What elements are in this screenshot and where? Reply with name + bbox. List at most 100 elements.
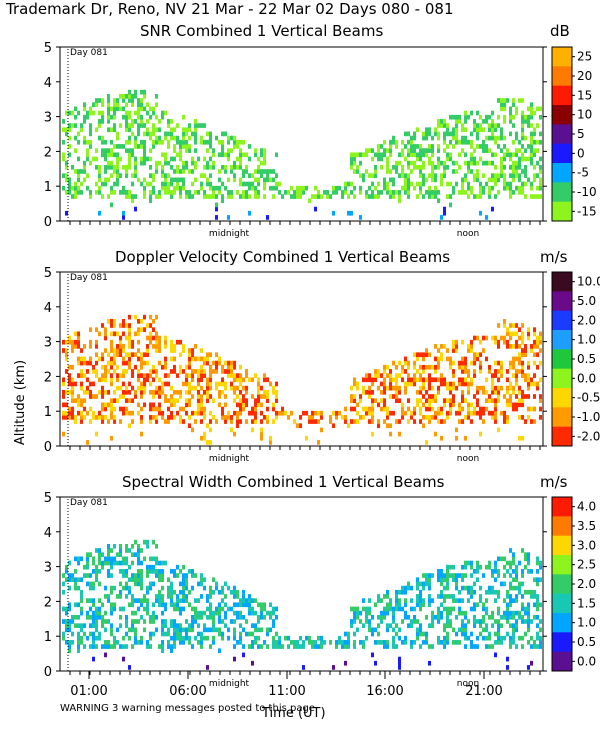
data-cell xyxy=(107,556,110,562)
data-cell xyxy=(353,606,356,612)
data-cell xyxy=(98,377,101,383)
data-cell xyxy=(332,185,335,191)
data-cell xyxy=(515,569,518,574)
data-cell xyxy=(503,419,506,424)
data-cell xyxy=(110,160,113,166)
data-cell xyxy=(518,344,521,349)
data-cell xyxy=(113,169,116,174)
data-cell xyxy=(143,194,146,199)
data-cell xyxy=(467,619,470,624)
data-cell xyxy=(539,106,542,112)
data-cell xyxy=(161,598,164,603)
data-cell xyxy=(131,398,134,403)
data-cell xyxy=(536,123,539,128)
data-cell xyxy=(128,89,131,95)
data-cell xyxy=(419,373,422,378)
data-cell xyxy=(263,160,266,166)
data-cell xyxy=(320,410,323,416)
data-cell xyxy=(356,410,359,416)
data-cell xyxy=(167,631,170,637)
data-cell xyxy=(224,610,227,616)
data-cell xyxy=(128,327,131,333)
data-cell xyxy=(422,135,425,141)
data-cell xyxy=(413,360,416,366)
data-cell xyxy=(440,410,443,416)
data-cell xyxy=(440,569,443,574)
data-cell xyxy=(137,356,140,362)
data-cell xyxy=(140,431,143,437)
data-cell xyxy=(158,348,161,353)
data-cell xyxy=(461,369,464,374)
data-cell xyxy=(122,394,125,399)
data-cell xyxy=(443,573,446,578)
data-cell xyxy=(536,160,539,166)
data-cell xyxy=(383,185,386,191)
data-cell xyxy=(512,556,515,562)
data-cell xyxy=(188,135,191,141)
data-cell xyxy=(221,131,224,137)
data-cell xyxy=(173,602,176,608)
data-cell xyxy=(152,564,155,570)
data-cell xyxy=(176,602,179,608)
data-cell xyxy=(473,119,476,124)
data-cell xyxy=(101,415,104,420)
data-cell xyxy=(92,569,95,574)
data-cell xyxy=(428,148,431,153)
data-cell xyxy=(377,156,380,162)
data-cell xyxy=(176,169,179,174)
data-cell xyxy=(398,198,401,204)
data-cell xyxy=(119,394,122,399)
data-cell xyxy=(152,610,155,616)
data-cell xyxy=(476,577,479,583)
data-cell xyxy=(497,123,500,128)
data-cell xyxy=(263,156,266,162)
data-cell xyxy=(479,619,482,624)
data-cell xyxy=(491,385,494,391)
data-cell xyxy=(494,369,497,374)
data-cell xyxy=(113,635,116,641)
data-cell xyxy=(452,606,455,612)
data-cell xyxy=(446,156,449,162)
data-cell xyxy=(167,415,170,420)
data-cell xyxy=(143,327,146,333)
data-cell xyxy=(482,160,485,166)
data-cell xyxy=(155,114,158,120)
data-cell xyxy=(515,160,518,166)
data-cell xyxy=(443,148,446,153)
data-cell xyxy=(101,194,104,199)
data-cell xyxy=(242,398,245,403)
colorbar-label: -15 xyxy=(577,204,597,218)
data-cell xyxy=(203,610,206,616)
data-cell xyxy=(245,419,248,424)
data-cell xyxy=(119,406,122,412)
data-cell xyxy=(86,139,89,145)
data-cell xyxy=(404,389,407,395)
data-cell xyxy=(467,389,470,395)
data-cell xyxy=(467,406,470,412)
data-cell xyxy=(200,402,203,408)
data-cell xyxy=(128,548,131,553)
data-cell xyxy=(230,606,233,612)
data-cell xyxy=(362,598,365,603)
data-cell xyxy=(413,144,416,149)
colorbar-label: 2.5 xyxy=(577,558,596,572)
data-cell xyxy=(71,164,74,170)
data-cell xyxy=(521,144,524,149)
data-cell xyxy=(398,373,401,378)
data-cell xyxy=(245,369,248,374)
data-cell xyxy=(101,135,104,141)
data-cell xyxy=(422,356,425,362)
data-cell xyxy=(185,581,188,587)
data-cell xyxy=(149,389,152,395)
data-cell xyxy=(113,331,116,337)
data-cell xyxy=(440,215,443,220)
data-cell xyxy=(224,581,227,587)
data-cell xyxy=(209,614,212,620)
data-cell xyxy=(521,619,524,624)
data-cell xyxy=(392,177,395,183)
data-cell xyxy=(62,402,65,408)
data-cell xyxy=(431,623,434,628)
data-cell xyxy=(497,606,500,612)
data-cell xyxy=(77,602,80,608)
data-cell xyxy=(392,644,395,649)
